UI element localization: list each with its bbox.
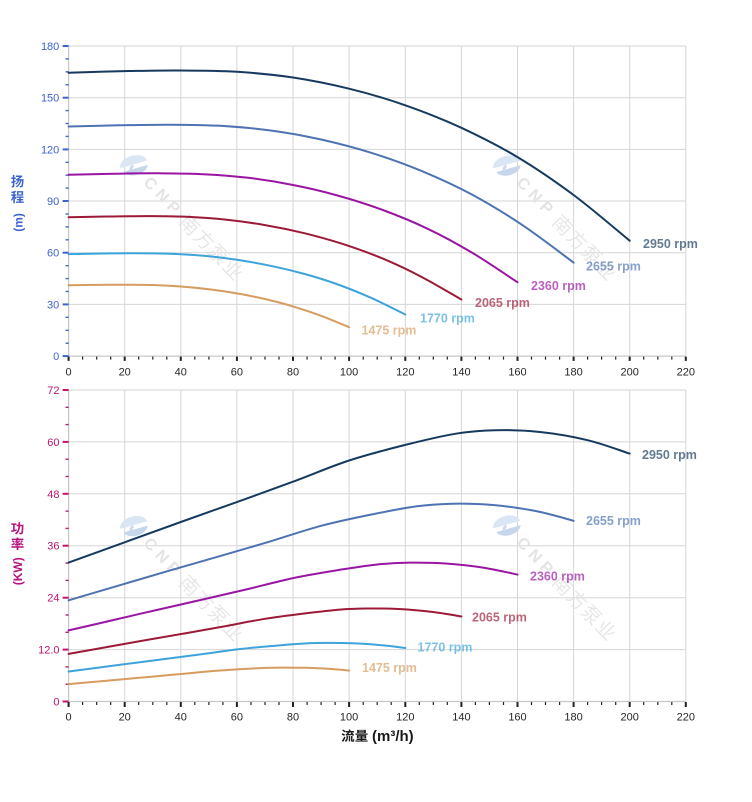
svg-text:90: 90 xyxy=(47,196,59,208)
svg-text:0: 0 xyxy=(53,697,59,709)
svg-text:60: 60 xyxy=(47,437,59,449)
svg-text:180: 180 xyxy=(564,712,582,724)
svg-text:20: 20 xyxy=(119,712,131,724)
svg-text:2655 rpm: 2655 rpm xyxy=(586,514,641,528)
svg-text:0: 0 xyxy=(66,367,72,379)
svg-text:80: 80 xyxy=(287,367,299,379)
svg-text:220: 220 xyxy=(677,712,695,724)
svg-text:1475 rpm: 1475 rpm xyxy=(362,661,417,675)
svg-text:1475 rpm: 1475 rpm xyxy=(362,323,417,337)
svg-text:12.0: 12.0 xyxy=(38,645,59,657)
svg-text:1770 rpm: 1770 rpm xyxy=(420,311,475,325)
svg-text:60: 60 xyxy=(231,712,243,724)
svg-text:220: 220 xyxy=(677,367,695,379)
svg-text:2950 rpm: 2950 rpm xyxy=(643,237,698,251)
svg-text:60: 60 xyxy=(231,367,243,379)
svg-text:200: 200 xyxy=(621,712,639,724)
svg-text:100: 100 xyxy=(340,367,358,379)
svg-text:20: 20 xyxy=(119,367,131,379)
svg-text:150: 150 xyxy=(41,93,59,105)
svg-text:200: 200 xyxy=(621,367,639,379)
svg-text:1770 rpm: 1770 rpm xyxy=(418,640,473,654)
svg-text:72: 72 xyxy=(47,385,59,397)
svg-text:140: 140 xyxy=(452,712,470,724)
svg-text:40: 40 xyxy=(175,712,187,724)
svg-text:2360 rpm: 2360 rpm xyxy=(530,569,585,583)
svg-text:120: 120 xyxy=(396,367,414,379)
svg-text:0: 0 xyxy=(66,712,72,724)
svg-text:2065 rpm: 2065 rpm xyxy=(475,296,530,310)
svg-text:180: 180 xyxy=(41,41,59,53)
svg-text:160: 160 xyxy=(508,712,526,724)
svg-text:120: 120 xyxy=(396,712,414,724)
svg-text:(KW): (KW) xyxy=(11,557,25,585)
svg-text:2950 rpm: 2950 rpm xyxy=(642,448,697,462)
svg-text:2065 rpm: 2065 rpm xyxy=(472,611,527,625)
svg-text:40: 40 xyxy=(175,367,187,379)
svg-text:24: 24 xyxy=(47,593,59,605)
svg-text:2655 rpm: 2655 rpm xyxy=(586,259,641,273)
svg-text:(m): (m) xyxy=(12,213,26,232)
svg-text:(m³/h): (m³/h) xyxy=(372,728,414,745)
svg-text:180: 180 xyxy=(564,367,582,379)
svg-text:160: 160 xyxy=(508,367,526,379)
svg-text:80: 80 xyxy=(287,712,299,724)
svg-text:36: 36 xyxy=(47,541,59,553)
svg-text:100: 100 xyxy=(340,712,358,724)
svg-text:120: 120 xyxy=(41,144,59,156)
svg-text:30: 30 xyxy=(47,299,59,311)
svg-text:48: 48 xyxy=(47,489,59,501)
svg-text:0: 0 xyxy=(53,351,59,363)
svg-text:60: 60 xyxy=(47,248,59,260)
svg-text:140: 140 xyxy=(452,367,470,379)
svg-text:2360 rpm: 2360 rpm xyxy=(531,279,586,293)
